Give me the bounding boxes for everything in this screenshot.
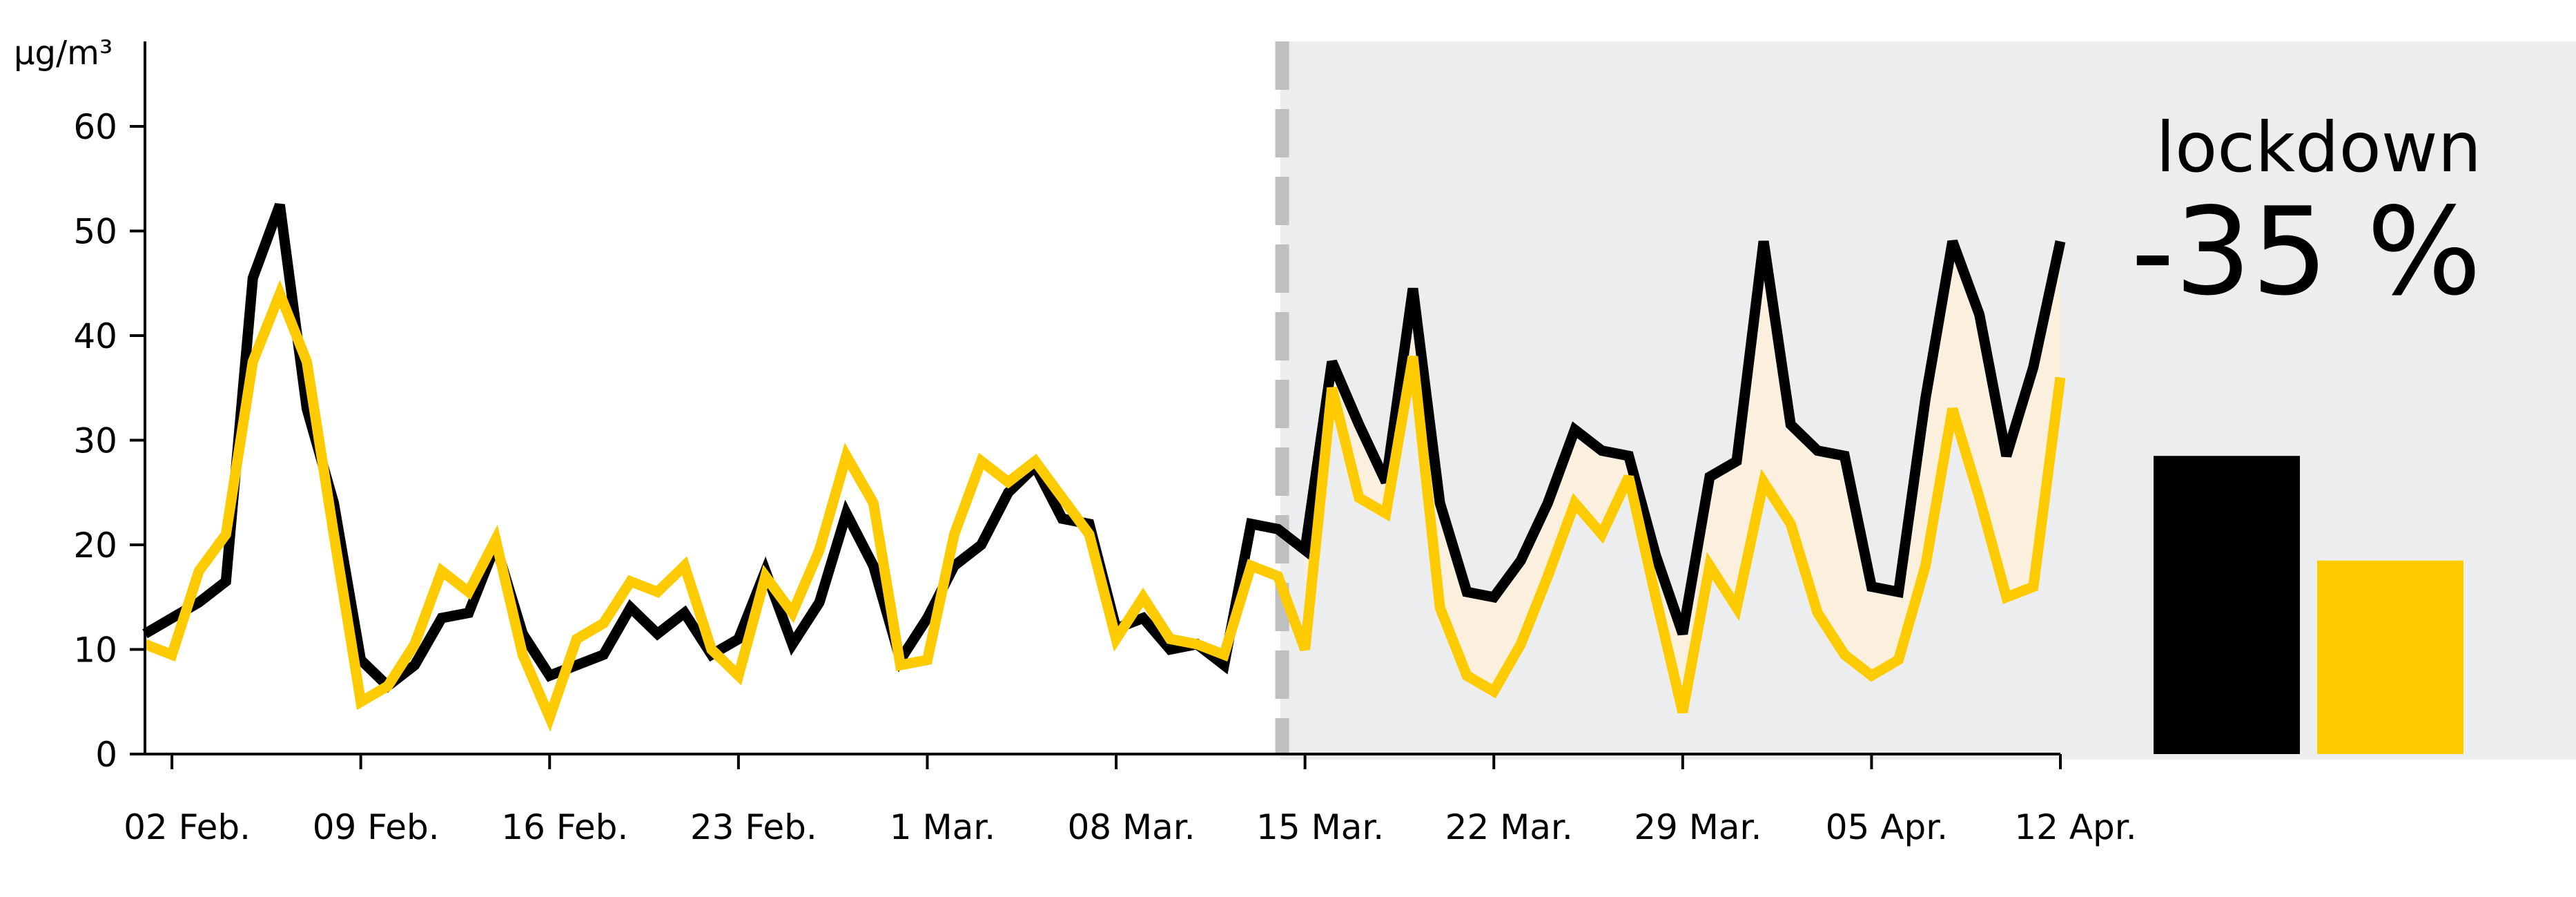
y-tick-label: 60 (73, 107, 117, 147)
x-tick-label: 16 Feb. (501, 807, 628, 847)
x-tick-label: 23 Feb. (690, 807, 817, 847)
axes: 0 10 20 30 40 50 60 02 Feb. 09 Feb. 16 Feb. 23 Feb… (73, 41, 2137, 847)
x-tick-label: 02 Feb. (124, 807, 251, 847)
y-tick-label: 50 (73, 212, 117, 252)
x-tick-label: 09 Feb. (313, 807, 440, 847)
x-tick-label: 05 Apr. (1826, 807, 1948, 847)
series-line-2 (143, 280, 2066, 732)
x-tick-label: 08 Mar. (1067, 807, 1195, 847)
y-axis-unit-label: μg/m³ (14, 34, 113, 73)
x-tick-label: 22 Mar. (1445, 807, 1573, 847)
y-tick-label: 10 (73, 630, 117, 671)
x-tick-label: 15 Mar. (1256, 807, 1384, 847)
summary-bar-1 (2154, 456, 2300, 754)
plot-area (142, 41, 2066, 754)
y-tick-label: 20 (73, 525, 117, 566)
y-tick-label: 0 (95, 735, 117, 775)
x-tick-label: 12 Apr. (2014, 807, 2136, 847)
x-tick-label: 29 Mar. (1634, 807, 1762, 847)
lockdown-label: lockdown (2156, 107, 2481, 188)
reduction-percentage: -35 % (2131, 182, 2481, 322)
summary-bar-2 (2317, 560, 2463, 754)
summary-bars (2154, 456, 2463, 754)
y-tick-label: 30 (73, 421, 117, 461)
x-tick-label: 1 Mar. (890, 807, 995, 847)
difference-fill (1305, 241, 2060, 713)
y-tick-label: 40 (73, 316, 117, 356)
